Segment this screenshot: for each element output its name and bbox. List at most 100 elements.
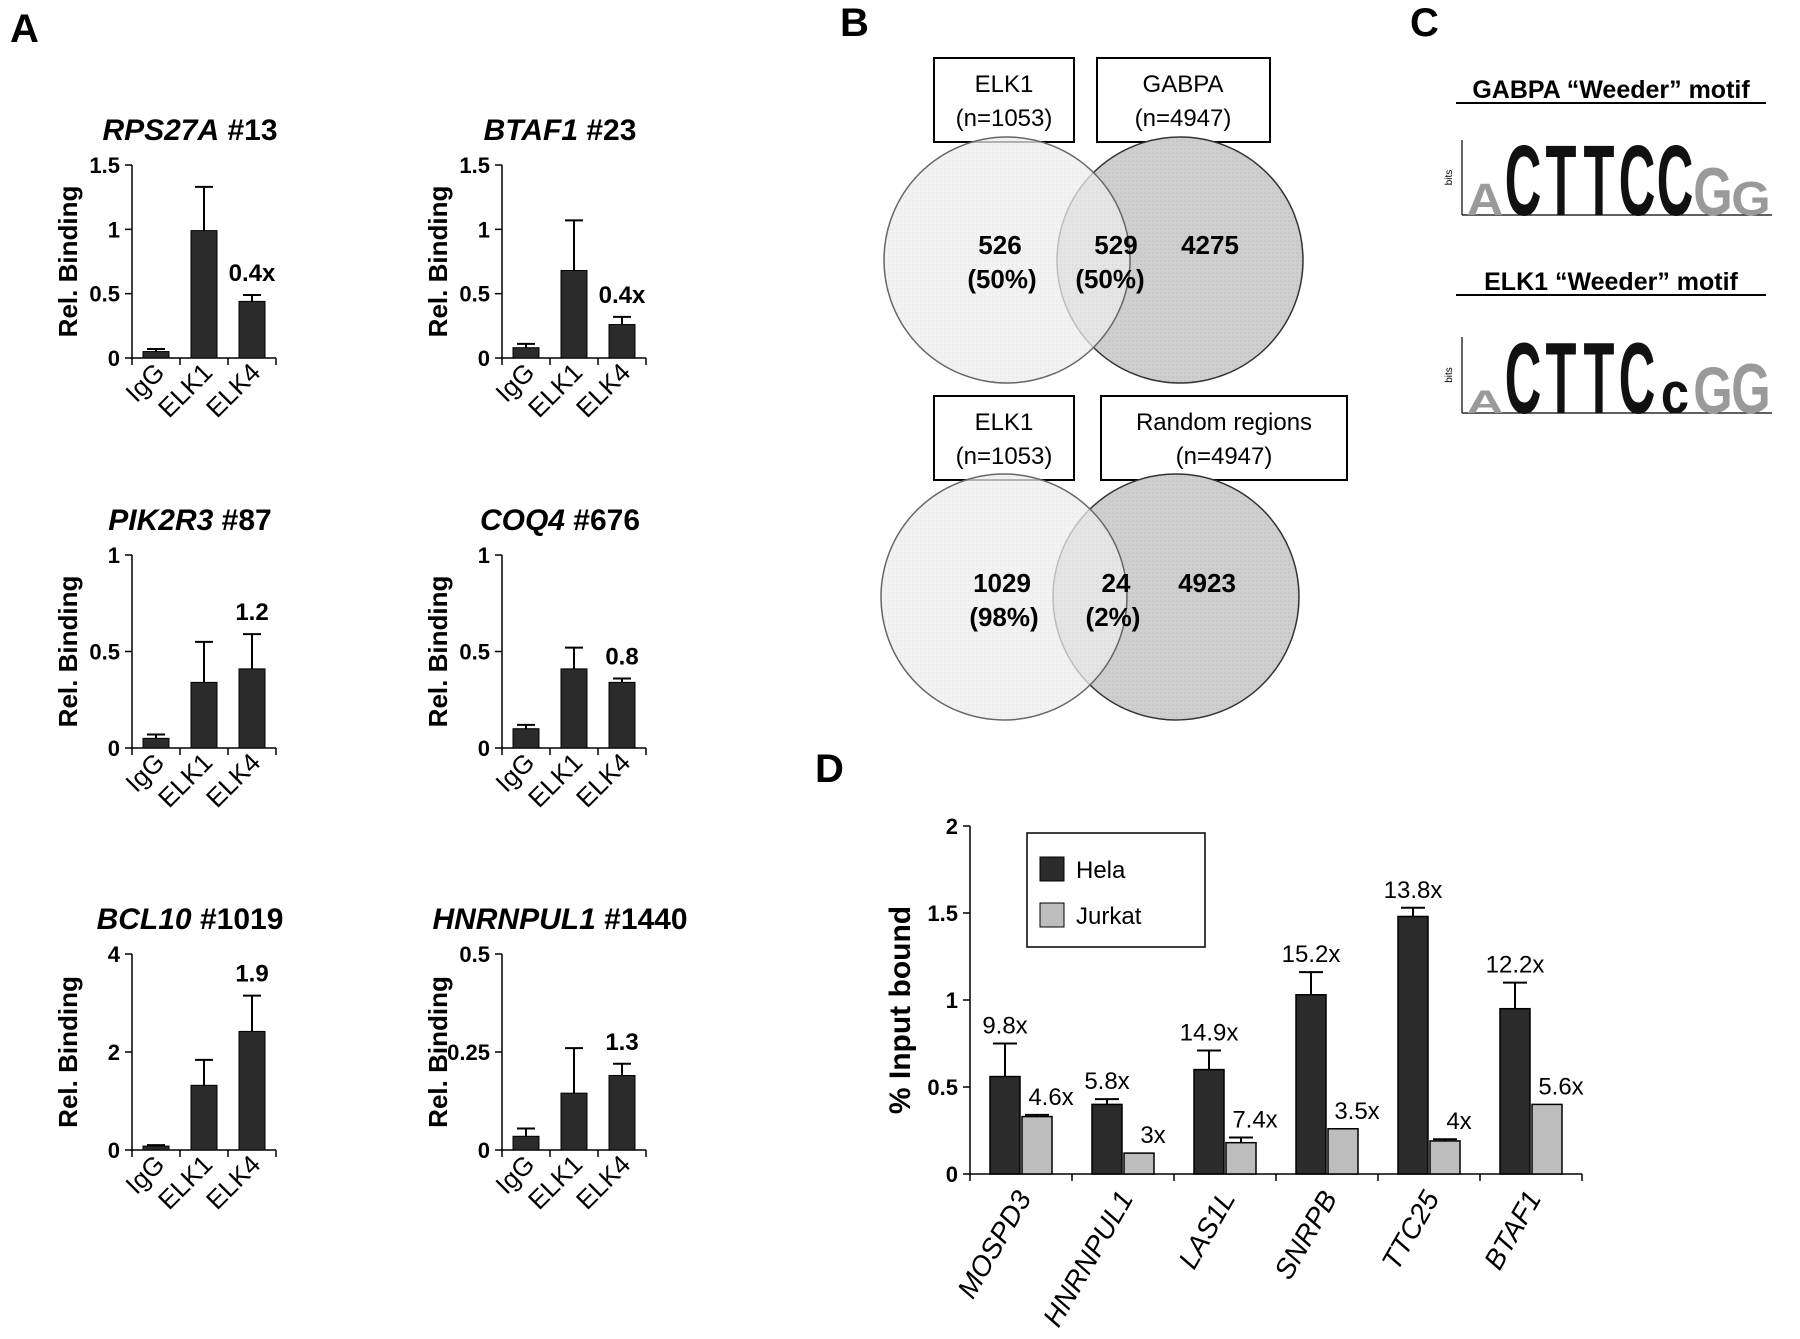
chart-title-gene: RPS27A [102, 114, 219, 147]
panel-letter-c: C [1410, 1, 1439, 45]
bar-hela-ttc25 [1397, 915, 1429, 1175]
x-category-label: TTC25 [1376, 1185, 1446, 1275]
x-category-label: ELK1 [522, 1149, 588, 1215]
y-tick-label: 0.5 [459, 282, 490, 307]
bar-jurkat-mospd3 [1021, 1115, 1053, 1175]
x-category-label: BTAF1 [1478, 1186, 1547, 1275]
logo-letter: G [1693, 154, 1732, 230]
y-axis-label: Rel. Binding [423, 976, 453, 1128]
venn2-right-label-box [1100, 395, 1348, 481]
bar-elk4 [608, 324, 636, 359]
logo-letter: G [1731, 350, 1770, 429]
venn1-right-label-box [1096, 57, 1271, 143]
y-tick-label: 2 [108, 1040, 120, 1065]
bar-elk1 [190, 681, 218, 749]
bar-igg [142, 351, 170, 359]
legend-box [1026, 832, 1206, 948]
chart-title-gene: HNRNPUL1 [432, 903, 595, 936]
y-tick-label: 0 [478, 736, 490, 761]
x-category-label: ELK4 [570, 747, 636, 813]
x-category-label: LAS1L [1172, 1186, 1241, 1274]
bar-elk1 [560, 668, 588, 749]
venn2-left-label: ELK1 [975, 409, 1034, 436]
fold-label-hela: 13.8x [1384, 877, 1443, 904]
y-axis-label: Rel. Binding [423, 576, 453, 728]
bar-elk4 [238, 300, 266, 359]
logo-letter: A [1467, 176, 1504, 226]
y-tick-label: 0 [108, 1138, 120, 1163]
chart-title: PIK2R3 #87 [108, 504, 271, 537]
x-category-label: SNRPB [1268, 1186, 1343, 1285]
chart-title-gene: COQ4 [480, 504, 565, 537]
bar-hela-btaf1 [1499, 1007, 1531, 1175]
fold-change-label: 1.3 [605, 1029, 638, 1056]
fold-label-jurkat: 3x [1140, 1122, 1165, 1149]
x-category-label: ELK4 [200, 1149, 266, 1215]
fold-label-hela: 14.9x [1180, 1019, 1239, 1046]
bar-elk1 [560, 270, 588, 359]
panel-letter-b: B [840, 1, 869, 45]
y-tick-label: 0.5 [89, 640, 120, 665]
venn2-left-label-box [933, 395, 1075, 481]
bar-jurkat-snrpb [1327, 1128, 1359, 1175]
y-tick-label: 0.5 [927, 1075, 958, 1100]
x-category-label: ELK1 [522, 747, 588, 813]
fold-change-label: 1.9 [235, 961, 268, 988]
y-axis-label: Rel. Binding [53, 576, 83, 728]
fold-label-jurkat: 4x [1446, 1108, 1471, 1135]
venn1-left-only-pct: (50%) [967, 264, 1036, 294]
logo-letter: C [1505, 321, 1542, 435]
y-tick-label: 1 [478, 217, 490, 242]
legend-hela-label: Hela [1076, 857, 1126, 884]
motif-title: ELK1 “Weeder” motif [1484, 268, 1738, 296]
y-tick-label: 0 [478, 346, 490, 371]
chart-title-gene: BTAF1 [484, 114, 578, 147]
x-category-label: ELK4 [200, 747, 266, 813]
bar-elk1 [560, 1092, 588, 1151]
y-tick-label: 4 [108, 942, 121, 967]
legend-jurkat-swatch [1039, 902, 1065, 928]
venn1-overlap-count: 529 [1094, 230, 1137, 260]
y-axis-label: % Input bound [884, 906, 917, 1114]
chart-title-suffix: #23 [578, 114, 636, 147]
x-category-label: MOSPD3 [951, 1185, 1037, 1303]
venn2-left-circle [880, 473, 1128, 721]
bar-igg [142, 737, 170, 749]
chart-title: COQ4 #676 [480, 504, 640, 537]
y-tick-label: 0.5 [459, 640, 490, 665]
logo-letter: C [1619, 124, 1656, 236]
bar-hela-las1l [1193, 1068, 1225, 1175]
x-category-label: ELK1 [522, 357, 588, 423]
y-tick-label: 1.5 [927, 901, 958, 926]
fold-label-jurkat: 3.5x [1334, 1098, 1379, 1125]
venn1-left-n: (n=1053) [956, 105, 1053, 132]
venn1-right-only-count: 4275 [1181, 230, 1239, 260]
bar-igg [512, 347, 540, 359]
y-tick-label: 1 [478, 543, 490, 568]
bar-hela-hnrnpul1 [1091, 1103, 1123, 1175]
logo-letter: C [1505, 124, 1542, 236]
fold-change-label: 1.2 [235, 599, 268, 626]
chart-title-suffix: #1440 [596, 903, 688, 936]
venn1-left-label-box [933, 57, 1075, 143]
bar-hela-snrpb [1295, 994, 1327, 1175]
bar-elk1 [190, 230, 218, 359]
bar-jurkat-hnrnpul1 [1123, 1152, 1155, 1175]
logo-letter: T [1584, 124, 1615, 236]
chart-title-suffix: #13 [219, 114, 277, 147]
venn1-left-only-count: 526 [978, 230, 1021, 260]
y-tick-label: 2 [946, 814, 958, 839]
fold-change-label: 0.4x [599, 282, 646, 309]
bar-igg [512, 728, 540, 749]
logo-letter: A [1467, 384, 1504, 421]
venn1-left-circle [883, 136, 1131, 384]
x-category-label: ELK4 [570, 357, 636, 423]
bar-igg [142, 1145, 170, 1151]
